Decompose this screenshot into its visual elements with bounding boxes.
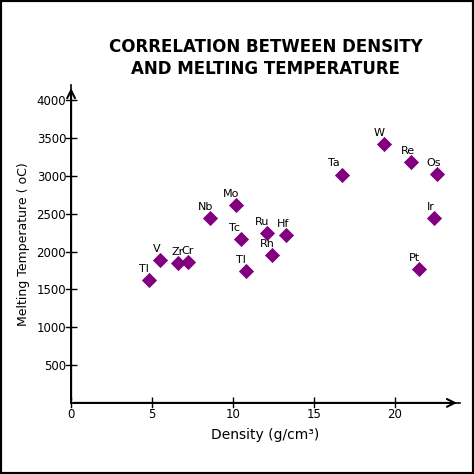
Text: Ta: Ta xyxy=(328,158,339,168)
Text: W: W xyxy=(374,128,384,138)
Text: Cr: Cr xyxy=(182,246,194,256)
Point xyxy=(242,267,250,275)
X-axis label: Density (g/cm³): Density (g/cm³) xyxy=(211,428,319,442)
Text: Zr: Zr xyxy=(172,246,184,256)
Text: Hf: Hf xyxy=(277,219,290,229)
Text: Re: Re xyxy=(401,146,415,156)
Text: Tl: Tl xyxy=(139,264,149,274)
Point xyxy=(156,256,164,264)
Text: Tc: Tc xyxy=(229,223,240,233)
Point xyxy=(430,215,438,222)
Text: Pt: Pt xyxy=(409,253,420,263)
Point xyxy=(263,229,271,237)
Point xyxy=(237,235,245,243)
Point xyxy=(283,231,290,239)
Point xyxy=(416,265,423,273)
Text: Ir: Ir xyxy=(427,202,435,212)
Point xyxy=(232,201,240,209)
Point xyxy=(380,140,387,148)
Text: Os: Os xyxy=(427,158,441,168)
Title: CORRELATION BETWEEN DENSITY
AND MELTING TEMPERATURE: CORRELATION BETWEEN DENSITY AND MELTING … xyxy=(109,38,422,78)
Point xyxy=(207,214,214,221)
Point xyxy=(338,171,346,178)
Point xyxy=(268,251,276,258)
Text: Nb: Nb xyxy=(198,201,213,211)
Text: V: V xyxy=(153,244,161,254)
Point xyxy=(174,259,182,266)
Point xyxy=(184,258,191,266)
Text: Tl: Tl xyxy=(236,255,246,265)
Y-axis label: Melting Temperature ( oC): Melting Temperature ( oC) xyxy=(17,162,30,326)
Text: Ru: Ru xyxy=(255,217,269,227)
Point xyxy=(433,170,441,178)
Text: Mo: Mo xyxy=(223,189,240,199)
Point xyxy=(145,277,153,284)
Text: Rh: Rh xyxy=(260,238,274,249)
Point xyxy=(407,159,415,166)
